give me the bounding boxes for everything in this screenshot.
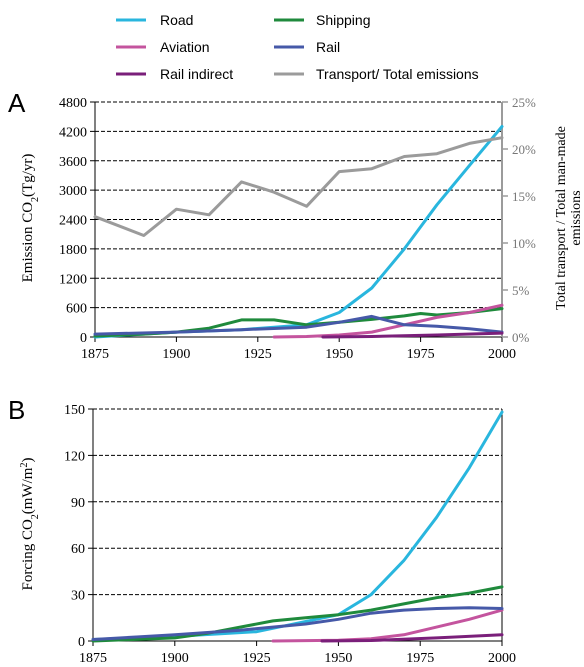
panel-b-x-tick-label: 1950	[324, 651, 352, 666]
panel-b-x-tick-label: 1975	[406, 651, 434, 666]
panel-a-x-tick-label: 2000	[488, 347, 516, 362]
legend-label-road: Road	[160, 12, 193, 28]
legend-label-rail-indirect: Rail indirect	[160, 66, 233, 82]
panel-b-y-tick-label: 120	[64, 449, 85, 464]
panel-a-x-tick-label: 1925	[244, 347, 272, 362]
panel-a-y-axis-label: Emission CO2(Tg/yr)	[20, 154, 41, 283]
panel-a-y2-axis-label-line1: Total transport / Total man-made	[554, 126, 569, 310]
panel-a-x-tick-label: 1950	[325, 347, 353, 362]
panel-a-y-tick-label: 3000	[59, 184, 87, 199]
legend-label-shipping: Shipping	[316, 12, 371, 28]
panel-a-y-tick-label: 2400	[59, 214, 87, 229]
panel-b-series	[91, 410, 504, 643]
panel-b-y-tick-label: 60	[71, 542, 85, 557]
panel-a-x-tick-label: 1875	[81, 347, 109, 362]
panel-a-series	[93, 125, 504, 339]
legend-label-transport-total: Transport/ Total emissions	[316, 66, 479, 82]
legend: Road Shipping Aviation Rail Rail indirec…	[116, 12, 479, 82]
panel-b-y-tick-label: 150	[64, 403, 85, 418]
panel-b-grid	[93, 408, 502, 596]
panel-a-y-tick-label: 4800	[59, 96, 87, 111]
panel-b-y-axis-label: Forcing CO2(mW/m2)	[19, 458, 41, 591]
panel-b-x-tick-label: 1925	[243, 651, 271, 666]
panel-a-y2-tick-label: 15%	[512, 189, 536, 204]
panel-a-x-tick-label: 1975	[407, 347, 435, 362]
panel-b-series-rail	[91, 606, 504, 641]
panel-b-axes	[88, 408, 503, 646]
panel-a-series-road	[93, 125, 504, 339]
panel-a-grid	[95, 101, 502, 309]
panel-a-y-tick-label: 4200	[59, 125, 87, 140]
panel-b-series-rail-indirect	[320, 633, 504, 643]
panel-a-series-rail-indirect	[321, 331, 504, 339]
panel-a-y2-tick-label: 10%	[512, 236, 536, 251]
panel-a-series-aviation	[272, 303, 504, 339]
panel-a-y2-tick-label: 25%	[512, 95, 536, 110]
panel-b-y-tick-label: 30	[71, 589, 85, 604]
panel-a-series-transport-total-emissions	[93, 136, 504, 237]
panel-b-tick-labels: 0 30 60 90 120 150 1875 1900 1925 1950 1975 2000	[64, 403, 516, 666]
panel-a: A 0 600 1200 1800 2400 3000 3600 4200 4800 1875 19…	[8, 88, 584, 362]
panel-a-x-tick-label: 1900	[162, 347, 190, 362]
panel-a-y2-tick-label: 20%	[512, 142, 536, 157]
panel-b-y-tick-label: 90	[71, 496, 85, 511]
panel-a-y2-tick-label: 5%	[512, 283, 530, 298]
panel-b-y-tick-label: 0	[78, 635, 85, 650]
legend-label-aviation: Aviation	[160, 39, 210, 55]
panel-a-y2-tick-label: 0%	[512, 330, 530, 345]
panel-a-axes	[90, 101, 508, 342]
panel-a-y-tick-label: 3600	[59, 155, 87, 170]
panel-b-x-tick-label: 1875	[79, 651, 107, 666]
legend-label-rail: Rail	[316, 39, 340, 55]
panel-b-x-tick-label: 1900	[161, 651, 189, 666]
panel-a-y-tick-label: 0	[80, 331, 87, 346]
panel-b-series-road	[91, 410, 504, 641]
panel-b-x-tick-label: 2000	[488, 651, 516, 666]
panel-a-label: A	[8, 88, 26, 118]
panel-b-label: B	[8, 395, 25, 425]
panel-a-series-rail	[93, 314, 504, 336]
panel-a-y2-axis-label-line2: emissions	[569, 190, 584, 245]
panel-a-tick-labels: 0 600 1200 1800 2400 3000 3600 4200 4800 1875 1900…	[59, 95, 536, 362]
panel-a-y-tick-label: 600	[66, 302, 87, 317]
panel-a-y-tick-label: 1800	[59, 243, 87, 258]
panel-a-y-tick-label: 1200	[59, 272, 87, 287]
